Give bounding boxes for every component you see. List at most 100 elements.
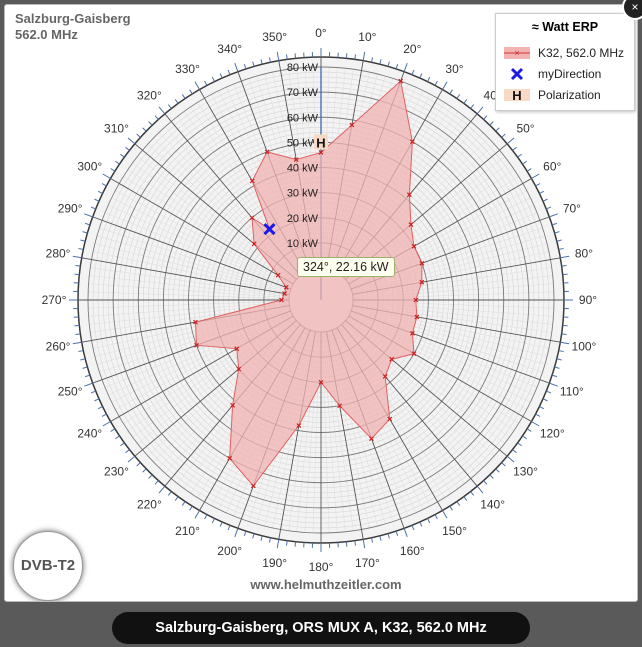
angle-tick-mark bbox=[90, 206, 96, 210]
angle-tick-mark bbox=[115, 435, 120, 440]
angle-tick-mark bbox=[102, 173, 111, 179]
angle-tick-label: 220° bbox=[137, 498, 162, 512]
angle-tick-mark bbox=[551, 222, 558, 226]
angle-tick-mark bbox=[285, 540, 288, 546]
angle-tick-mark bbox=[158, 485, 166, 494]
angle-tick-mark bbox=[556, 239, 562, 242]
angle-tick-mark bbox=[82, 366, 88, 369]
angle-tick-mark bbox=[260, 59, 263, 65]
close-button[interactable]: × bbox=[622, 0, 642, 20]
series-point bbox=[227, 455, 233, 461]
angle-tick-mark bbox=[78, 247, 84, 250]
series-point bbox=[414, 314, 420, 320]
angle-tick-mark bbox=[535, 183, 541, 187]
angle-tick-mark bbox=[84, 382, 93, 387]
angle-tick-label: 240° bbox=[77, 427, 102, 441]
series-point bbox=[264, 149, 270, 155]
angle-tick-mark bbox=[549, 213, 558, 218]
angle-tick-mark bbox=[419, 73, 423, 79]
my-direction-marker bbox=[263, 223, 276, 236]
angle-tick-mark bbox=[75, 264, 81, 267]
angle-tick-mark bbox=[127, 137, 136, 145]
angle-tick-mark bbox=[489, 474, 494, 479]
station-name: Salzburg-Gaisberg bbox=[15, 11, 131, 26]
angle-tick-mark bbox=[154, 480, 159, 485]
angle-tick-label: 140° bbox=[480, 498, 505, 512]
angle-tick-label: 200° bbox=[217, 544, 242, 558]
angle-tick-mark bbox=[562, 273, 568, 276]
angle-tick-label: 250° bbox=[58, 384, 83, 398]
blue-x-icon bbox=[510, 67, 524, 81]
angle-tick-mark bbox=[194, 81, 200, 90]
angle-tick-mark bbox=[379, 59, 382, 65]
angle-tick-mark bbox=[526, 428, 532, 432]
angle-tick-mark bbox=[120, 153, 125, 158]
angle-tick-mark bbox=[403, 63, 408, 72]
angle-tick-mark bbox=[82, 231, 88, 234]
angle-tick-mark bbox=[362, 539, 366, 549]
angle-tick-mark bbox=[354, 54, 357, 60]
angle-tick-mark bbox=[463, 99, 468, 104]
angle-tick-mark bbox=[442, 510, 448, 519]
angle-tick-mark bbox=[554, 231, 560, 234]
angle-tick-mark bbox=[101, 413, 107, 417]
legend-label-polarization: Polarization bbox=[538, 88, 601, 102]
angle-tick-mark bbox=[227, 525, 231, 531]
angle-tick-mark bbox=[181, 94, 186, 99]
angle-tick-mark bbox=[219, 73, 223, 79]
angle-tick-mark bbox=[94, 198, 100, 202]
series-point bbox=[337, 403, 343, 409]
angle-tick-mark bbox=[522, 160, 527, 165]
angle-tick-label: 290° bbox=[58, 202, 83, 216]
angle-tick-mark bbox=[531, 173, 540, 179]
angle-tick-label: 180° bbox=[309, 560, 334, 574]
angle-tick-mark bbox=[558, 247, 564, 250]
angle-tick-mark bbox=[554, 366, 560, 369]
series-point bbox=[194, 342, 199, 348]
angle-tick-mark bbox=[483, 115, 488, 120]
angle-tick-mark bbox=[158, 106, 166, 115]
angle-tick-mark bbox=[501, 462, 506, 467]
series-point bbox=[419, 279, 425, 285]
series-point bbox=[369, 436, 374, 442]
series-point bbox=[230, 402, 236, 408]
series-point bbox=[398, 78, 404, 84]
series-point bbox=[249, 215, 255, 221]
angle-tick-mark bbox=[90, 390, 96, 394]
angle-tick-label: 60° bbox=[543, 160, 561, 174]
angle-tick-mark bbox=[470, 104, 475, 109]
series-point bbox=[250, 483, 256, 489]
series-point bbox=[411, 351, 417, 357]
legend: ≈ Watt ERP × K32, 562.0 MHz myDirection … bbox=[495, 13, 635, 111]
angle-tick-mark bbox=[189, 89, 193, 95]
angle-tick-mark bbox=[434, 514, 438, 520]
angle-tick-label: 350° bbox=[262, 30, 287, 44]
angle-tick-label: 310° bbox=[104, 121, 129, 135]
angle-tick-mark bbox=[125, 449, 130, 454]
angle-tick-mark bbox=[243, 530, 247, 537]
series-point bbox=[318, 379, 324, 385]
angle-tick-mark bbox=[142, 127, 147, 132]
angle-tick-mark bbox=[102, 421, 111, 427]
angle-tick-mark bbox=[542, 198, 548, 202]
series-point bbox=[409, 139, 415, 145]
angle-tick-label: 50° bbox=[516, 121, 534, 135]
angle-tick-mark bbox=[285, 54, 288, 60]
series-point bbox=[275, 272, 281, 278]
angle-tick-mark bbox=[181, 501, 186, 506]
angle-tick-mark bbox=[526, 168, 532, 172]
angle-tick-mark bbox=[174, 496, 179, 501]
angle-tick-mark bbox=[419, 521, 423, 527]
series-point bbox=[296, 423, 302, 428]
radial-tick-label: 80 kW bbox=[287, 62, 319, 74]
major-spoke bbox=[81, 257, 290, 295]
series-point bbox=[282, 291, 287, 296]
angle-tick-mark bbox=[84, 374, 91, 378]
data-tooltip: 324°, 22.16 kW bbox=[297, 257, 395, 277]
dvb-t2-badge: DVB-T2 bbox=[13, 531, 83, 601]
radial-tick-label: 70 kW bbox=[287, 87, 319, 99]
angle-tick-mark bbox=[558, 350, 564, 353]
angle-tick-label: 300° bbox=[77, 160, 102, 174]
legend-label-series: K32, 562.0 MHz bbox=[538, 46, 625, 60]
angle-tick-label: 0° bbox=[315, 26, 327, 40]
